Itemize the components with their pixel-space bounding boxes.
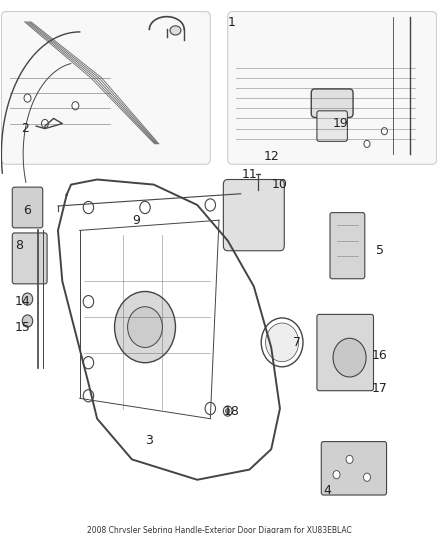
FancyBboxPatch shape — [317, 111, 347, 141]
Circle shape — [72, 102, 79, 110]
Ellipse shape — [170, 26, 181, 35]
Text: 6: 6 — [23, 204, 31, 216]
Text: 11: 11 — [242, 168, 258, 181]
Circle shape — [261, 318, 303, 367]
Text: 3: 3 — [145, 433, 153, 447]
Text: 15: 15 — [14, 320, 30, 334]
Text: 5: 5 — [376, 244, 384, 257]
Circle shape — [22, 293, 33, 305]
Text: 14: 14 — [14, 295, 30, 308]
Circle shape — [381, 127, 388, 135]
Circle shape — [42, 119, 48, 127]
Circle shape — [333, 338, 366, 377]
Circle shape — [83, 201, 94, 214]
Circle shape — [140, 201, 150, 214]
Circle shape — [346, 455, 353, 464]
Text: 7: 7 — [293, 336, 301, 349]
Circle shape — [205, 402, 215, 415]
Text: 12: 12 — [263, 150, 279, 163]
FancyBboxPatch shape — [321, 442, 387, 495]
Circle shape — [223, 406, 232, 416]
Text: 4: 4 — [324, 484, 332, 497]
Circle shape — [24, 94, 31, 102]
FancyBboxPatch shape — [223, 180, 284, 251]
Text: 18: 18 — [224, 405, 240, 417]
Text: 2008 Chrysler Sebring Handle-Exterior Door Diagram for XU83EBLAC: 2008 Chrysler Sebring Handle-Exterior Do… — [87, 526, 351, 533]
Text: 2: 2 — [21, 122, 29, 135]
Circle shape — [83, 295, 94, 308]
FancyBboxPatch shape — [12, 187, 43, 228]
Circle shape — [115, 292, 176, 363]
Circle shape — [127, 306, 162, 348]
Circle shape — [364, 140, 370, 148]
FancyBboxPatch shape — [330, 213, 365, 279]
Circle shape — [333, 471, 340, 479]
FancyBboxPatch shape — [228, 12, 437, 164]
Text: 16: 16 — [372, 349, 388, 361]
FancyBboxPatch shape — [1, 12, 210, 164]
Text: 10: 10 — [272, 178, 288, 191]
Circle shape — [22, 315, 33, 327]
Circle shape — [265, 323, 299, 362]
Text: 19: 19 — [333, 117, 349, 130]
Circle shape — [226, 408, 230, 414]
FancyBboxPatch shape — [12, 233, 47, 284]
Text: 9: 9 — [132, 214, 140, 227]
FancyBboxPatch shape — [311, 89, 353, 117]
Text: 8: 8 — [15, 239, 23, 252]
Circle shape — [364, 473, 371, 481]
Circle shape — [83, 390, 94, 402]
Circle shape — [205, 199, 215, 211]
Circle shape — [83, 357, 94, 369]
Text: 17: 17 — [372, 382, 388, 394]
Text: 1: 1 — [228, 17, 236, 29]
FancyBboxPatch shape — [317, 314, 374, 391]
